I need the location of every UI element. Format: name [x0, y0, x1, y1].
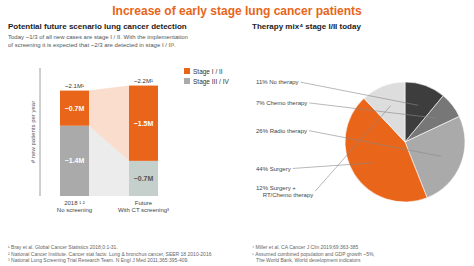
x-tick-label-line: Future — [135, 200, 153, 206]
data-label: ~1.4M — [65, 157, 85, 164]
pie-label-line: 44% Surgery — [256, 166, 291, 172]
bar-segment — [129, 161, 158, 196]
y-axis-label: # new patients per year — [30, 101, 36, 163]
legend-swatch — [184, 68, 190, 74]
x-tick-label-line: With CT screening³ — [118, 207, 169, 213]
footnotes-line: ⁵ Assumed combined population and GDP gr… — [252, 251, 375, 257]
description-line: of screening it is expected that ~2/3 ar… — [8, 42, 176, 48]
page: {"chart_data": [ {"type": "bar", "stacke… — [0, 0, 474, 266]
leader-line — [309, 103, 435, 118]
connector-band — [89, 86, 129, 161]
leader-line — [293, 163, 372, 169]
leader-line — [301, 82, 419, 105]
pie — [345, 82, 465, 202]
bar-marks — [60, 86, 158, 196]
legend-label: Stage I / II — [193, 68, 223, 76]
pie-label: 11% No therapy — [256, 79, 299, 85]
pie-label-line: 7% Chemo therapy — [256, 100, 307, 106]
legend-label: Stage III / IV — [193, 78, 229, 86]
description: Today ~1/3 of all new cases are stage I … — [8, 34, 188, 48]
total-label: ~2.1M¹ — [65, 83, 84, 89]
bar-segment — [60, 126, 89, 196]
pie-label-line: 11% No therapy — [256, 79, 299, 85]
footnotes-line: The World Bank, World development indica… — [252, 257, 361, 263]
bar-segment — [129, 86, 158, 161]
footnotes-line: ¹ Bray et al. Global Cancer Statistics 2… — [8, 244, 118, 250]
footnotes-line: ² National Cancer Institute. Cancer stat… — [8, 251, 212, 257]
pie-label-line: RT/Chemo therapy — [256, 192, 313, 198]
data-label: ~0.7M — [134, 175, 154, 182]
title: Increase of early stage lung cancer pati… — [112, 4, 362, 18]
chart-svg: Increase of early stage lung cancer pati… — [0, 0, 474, 266]
legend-swatch — [184, 78, 190, 84]
data-label: ~0.7M — [65, 105, 85, 112]
x-tick-label-line: No screening — [57, 207, 92, 213]
data-label: ~1.5M — [134, 120, 154, 127]
description-line: Today ~1/3 of all new cases are stage I … — [8, 34, 188, 40]
footnotes: ¹ Bray et al. Global Cancer Statistics 2… — [8, 244, 212, 263]
leader-line — [315, 106, 390, 191]
bar-segment — [60, 91, 89, 126]
pie-labels: 11% No therapy 7% Chemo therapy 26% Radio … — [256, 79, 441, 197]
pie-label-line: 12% Surgery + — [256, 185, 296, 191]
footnotes: ⁴ Miller et al. CA Cancer J Clin 2019;69… — [252, 244, 375, 263]
x-tick-label: FutureWith CT screening³ — [118, 200, 169, 213]
pie-label: 7% Chemo therapy — [256, 100, 307, 106]
y-axis-line — [40, 68, 41, 196]
pie-label-line: 26% Radio therapy — [256, 128, 307, 134]
subtitle: Therapy mix⁴ stage I/II today — [252, 22, 361, 31]
pie-label: 12% Surgery + RT/Chemo therapy — [256, 185, 313, 198]
subtitle: Potential future scenario lung cancer de… — [8, 22, 187, 31]
footnotes-line: ⁴ Miller et al. CA Cancer J Clin 2019;69… — [252, 244, 359, 250]
pie-label: 26% Radio therapy — [256, 128, 307, 134]
bar-texts: ~1.4M ~0.7M ~0.7M ~1.5M ~2.1M¹ ~2.2M¹ — [65, 78, 154, 182]
footnotes-line: ³ National Lung Screening Trial Research… — [8, 257, 189, 263]
total-label: ~2.2M¹ — [134, 78, 153, 84]
pie-label: 44% Surgery — [256, 166, 291, 172]
legend: Stage I / II Stage III / IV — [184, 68, 229, 86]
x-tick-label: 2018 ¹ ²No screening — [57, 200, 92, 213]
x-tick-label-line: 2018 ¹ ² — [64, 200, 85, 206]
leader-line — [309, 131, 441, 157]
